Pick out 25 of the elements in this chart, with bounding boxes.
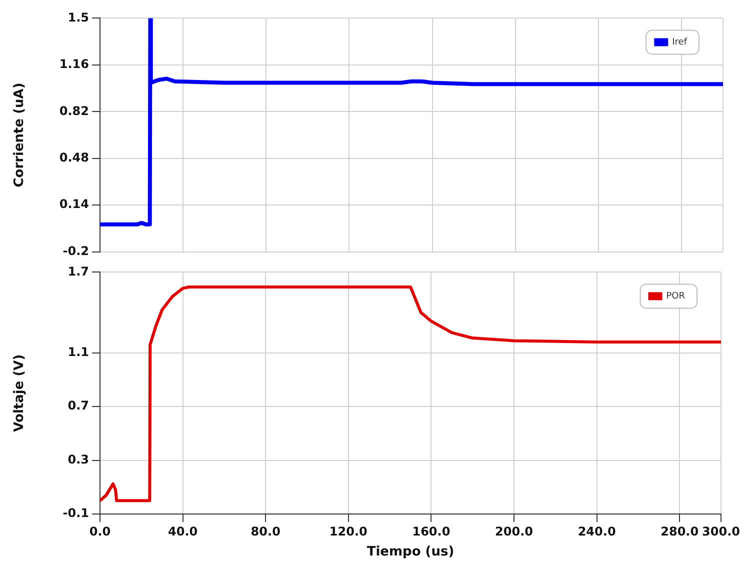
x-tick-label: 120.0: [329, 524, 368, 538]
y-tick-label: -0.2: [62, 244, 89, 258]
y-tick-label: 0.14: [59, 197, 89, 212]
x-tick-label: 200.0: [495, 524, 533, 538]
legend-label: POR: [666, 292, 686, 302]
y-tick-label: -0.1: [62, 506, 89, 520]
y-axis-title: Voltaje (V): [12, 354, 28, 432]
y-tick-label: 1.16: [59, 57, 89, 72]
x-tick-label: 80.0: [250, 524, 280, 538]
x-tick-label: 280.0: [660, 524, 699, 538]
x-tick-label: 240.0: [578, 524, 616, 538]
x-tick-label: 300.0: [702, 524, 740, 538]
y-axis-title: Corriente (uA): [12, 82, 28, 188]
x-tick-label: 160.0: [412, 524, 450, 538]
y-tick-label: 0.7: [68, 398, 89, 413]
x-tick-label: 0.0: [89, 524, 111, 538]
y-tick-label: 0.82: [59, 104, 89, 118]
y-tick-label: 0.48: [59, 150, 89, 164]
y-tick-label: 1.7: [68, 264, 89, 278]
y-tick-label: 1.5: [68, 10, 89, 24]
y-tick-label: 0.3: [68, 452, 89, 466]
x-tick-label: 40.0: [168, 524, 198, 538]
legend-label: Iref: [672, 38, 688, 48]
y-tick-label: 1.1: [68, 344, 89, 359]
x-axis-title: Tiempo (us): [366, 544, 454, 560]
